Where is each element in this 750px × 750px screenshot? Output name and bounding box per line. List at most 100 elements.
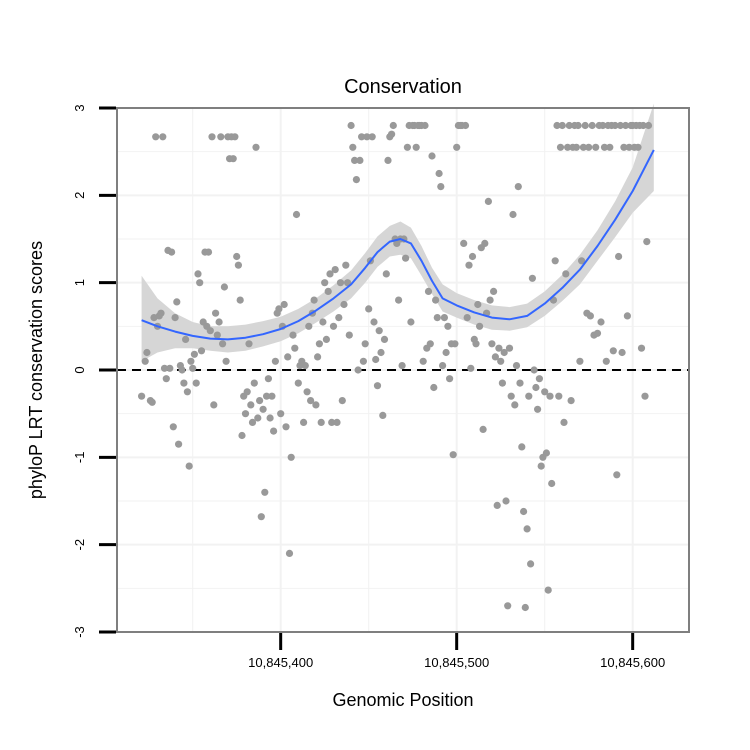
data-point <box>220 283 228 291</box>
data-point <box>252 143 260 151</box>
data-point <box>586 312 595 320</box>
data-point <box>187 357 195 365</box>
data-point <box>620 143 628 151</box>
data-point <box>380 335 389 343</box>
data-point <box>402 254 410 262</box>
data-point <box>340 300 348 309</box>
data-point <box>312 401 320 409</box>
data-point <box>644 121 653 130</box>
data-point <box>204 248 213 256</box>
data-point <box>388 130 396 138</box>
y-tick-label: 1 <box>72 279 87 286</box>
y-tick-label: -2 <box>72 539 87 551</box>
data-point <box>384 156 392 164</box>
data-point <box>282 423 290 431</box>
data-point <box>622 121 630 130</box>
data-point <box>152 133 160 141</box>
data-point <box>363 133 371 141</box>
data-point <box>437 183 445 191</box>
data-point <box>412 143 420 151</box>
data-point <box>542 449 551 457</box>
data-point <box>322 335 330 343</box>
data-point <box>342 261 350 269</box>
data-point <box>175 440 183 448</box>
data-point <box>321 279 329 287</box>
data-point <box>329 322 338 330</box>
data-point <box>449 451 457 459</box>
data-point <box>488 340 496 348</box>
data-point <box>292 210 301 219</box>
data-point <box>395 296 403 304</box>
chart-title: Conservation <box>344 76 462 98</box>
data-point <box>535 375 544 383</box>
data-point <box>261 488 269 496</box>
data-point <box>368 133 376 141</box>
data-point <box>502 497 510 505</box>
data-point <box>266 414 274 422</box>
data-point <box>625 143 633 151</box>
data-point <box>275 305 283 313</box>
data-point <box>358 133 366 141</box>
data-point <box>623 312 632 320</box>
data-point <box>212 309 220 317</box>
data-point <box>168 248 176 256</box>
data-point <box>173 298 181 306</box>
data-point <box>182 335 190 343</box>
data-point <box>498 379 506 387</box>
data-point <box>481 239 489 247</box>
y-tick-label: 0 <box>72 366 87 373</box>
data-point <box>157 309 165 317</box>
data-point <box>544 586 552 594</box>
data-point <box>463 314 471 322</box>
data-point <box>444 322 452 330</box>
data-point <box>159 133 167 141</box>
data-point <box>618 348 626 357</box>
data-point <box>234 261 242 269</box>
data-point <box>398 362 406 370</box>
data-point <box>236 296 244 304</box>
data-point <box>528 274 537 282</box>
data-point <box>277 410 285 418</box>
data-point <box>579 143 588 151</box>
data-point <box>326 270 334 278</box>
data-point <box>439 362 447 370</box>
data-point <box>284 353 292 361</box>
data-point <box>497 357 505 365</box>
data-point <box>324 287 332 295</box>
y-tick-label: -3 <box>72 626 87 638</box>
data-point <box>264 375 272 383</box>
data-point <box>514 183 522 191</box>
data-point <box>551 257 559 265</box>
y-axis-label: phyloP LRT conservation scores <box>26 241 46 499</box>
data-point <box>178 366 186 374</box>
data-point <box>317 418 325 426</box>
data-point <box>637 344 646 352</box>
data-point <box>294 379 302 387</box>
data-point <box>166 364 174 372</box>
data-point <box>354 366 362 374</box>
data-point <box>162 375 170 383</box>
data-point <box>248 418 257 426</box>
data-point <box>491 353 499 361</box>
data-point <box>548 479 556 488</box>
data-point <box>169 423 177 431</box>
data-point <box>143 348 151 357</box>
data-point <box>500 348 508 357</box>
data-point <box>451 340 459 348</box>
data-point <box>537 462 545 470</box>
data-point <box>553 121 561 130</box>
data-point <box>426 340 434 348</box>
data-point <box>263 392 271 400</box>
data-point <box>564 143 572 151</box>
data-point <box>615 252 623 261</box>
data-point <box>597 318 605 326</box>
data-point <box>197 347 206 355</box>
data-point <box>315 340 323 348</box>
data-point <box>185 462 193 470</box>
data-point <box>148 398 156 406</box>
data-point <box>428 152 436 160</box>
data-point <box>257 513 265 521</box>
data-point <box>520 507 528 516</box>
data-point <box>238 431 246 440</box>
data-point <box>493 501 501 509</box>
